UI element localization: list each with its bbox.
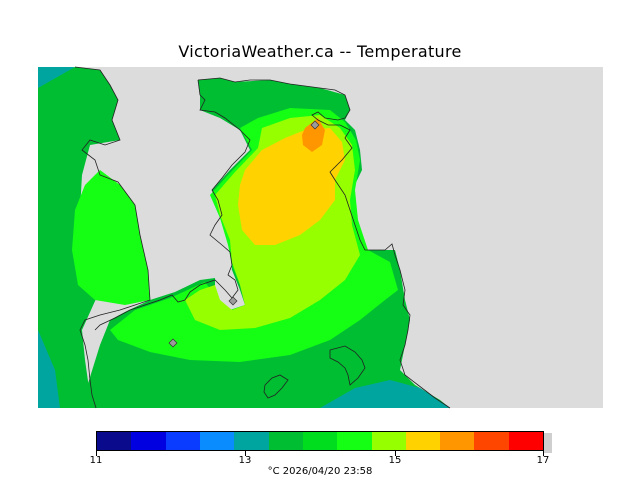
teal-southwest [38,330,60,408]
legend-colorbar [96,431,544,451]
station-marker [310,120,320,130]
legend-swatch [97,432,132,450]
teal-southeast [320,380,450,408]
legend-swatch [268,432,303,450]
chart-title: VictoriaWeather.ca -- Temperature [178,42,462,61]
legend-swatch [508,432,544,450]
legend-tick-label: 13 [238,455,252,466]
bright-green-west [72,170,150,305]
legend-swatch [131,432,166,450]
legend-swatch [165,432,200,450]
legend-tick-label: 17 [536,455,550,466]
legend-swatch [199,432,235,450]
legend-swatch [302,432,338,450]
coastlines [74,66,451,409]
station-marker [168,338,178,348]
units-timestamp: °C 2026/04/20 23:58 [267,466,373,477]
legend-swatch [234,432,269,450]
legend-swatch [337,432,372,450]
weather-station-markers [168,120,320,348]
yellow-core [238,128,345,245]
legend-tick [96,451,97,456]
legend-tick [395,451,396,456]
legend-tick-label: 15 [388,455,402,466]
teal-west [38,67,75,88]
orange-core [302,118,325,152]
legend-tick [245,451,246,456]
legend-tick-label: 11 [89,455,103,466]
legend-swatch [405,432,441,450]
legend-swatch [474,432,509,450]
station-marker [228,296,238,306]
legend-tick [543,451,544,456]
legend-swatch [371,432,406,450]
colorbar-shadow [544,433,552,453]
legend-swatch [440,432,475,450]
